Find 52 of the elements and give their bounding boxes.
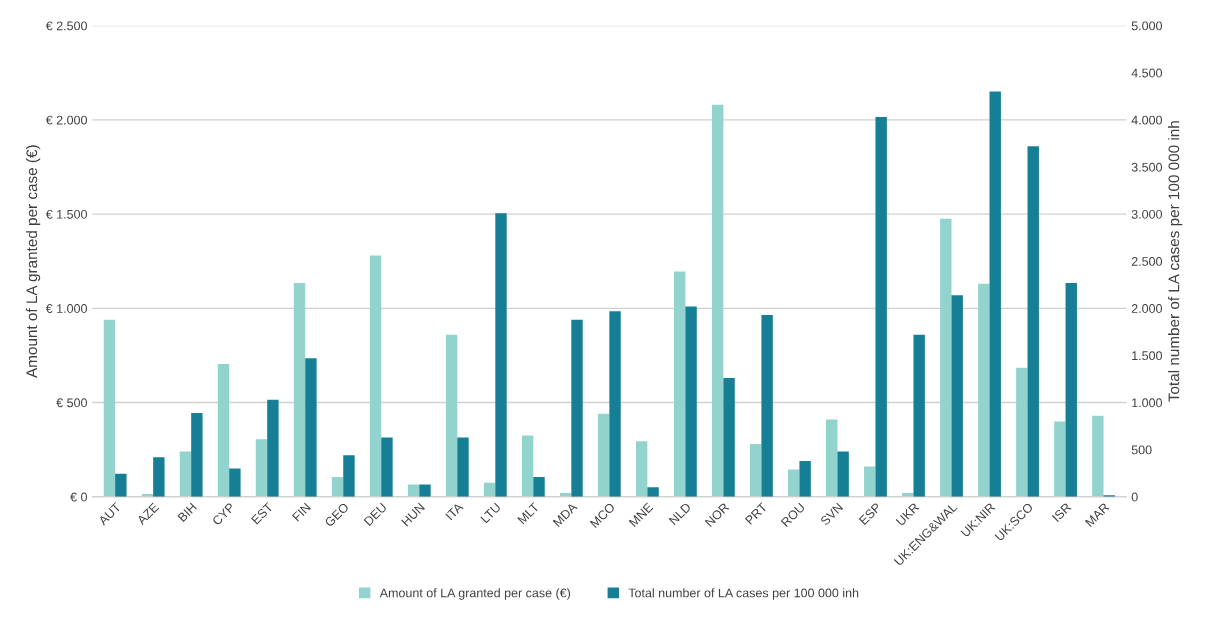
y-tick-label: € 1.000 bbox=[45, 304, 87, 313]
x-tick-label: LTU bbox=[480, 502, 502, 524]
bar bbox=[521, 435, 534, 497]
y-tick-label: € 1.500 bbox=[45, 209, 87, 219]
bar bbox=[217, 363, 230, 497]
y-tick-label: € 0 bbox=[70, 492, 87, 502]
bar bbox=[115, 473, 127, 497]
bar bbox=[723, 378, 735, 497]
x-tick-label: BIH bbox=[177, 502, 197, 523]
bar bbox=[103, 319, 116, 497]
legend-label: Amount of LA granted per case (€) bbox=[379, 588, 571, 600]
y-tick-label: € 2.000 bbox=[45, 115, 87, 125]
y2-tick-label: 4.000 bbox=[1131, 115, 1163, 125]
bar bbox=[875, 117, 887, 497]
y2-tick-label: 4.500 bbox=[1131, 68, 1163, 78]
bar bbox=[153, 457, 165, 497]
y2-tick-label: 3.000 bbox=[1131, 209, 1163, 219]
bar bbox=[381, 437, 393, 497]
x-tick-label: FIN bbox=[292, 502, 311, 522]
y2-tick-label: 5.000 bbox=[1131, 21, 1163, 31]
bar bbox=[635, 441, 648, 497]
y2-tick-label: 500 bbox=[1131, 445, 1152, 455]
bar bbox=[495, 213, 507, 497]
bar bbox=[711, 104, 724, 497]
bar bbox=[750, 444, 762, 497]
bar bbox=[445, 334, 458, 497]
bar bbox=[343, 455, 355, 497]
y2-tick-label: 1.500 bbox=[1132, 351, 1163, 361]
y2-tick-label: 0 bbox=[1131, 492, 1138, 502]
y-tick-label: € 500 bbox=[56, 398, 87, 408]
bar bbox=[647, 487, 659, 497]
y-tick-label: € 2.500 bbox=[45, 21, 87, 31]
bar bbox=[369, 255, 382, 497]
y2-axis-title: Total number of LA cases per 100 000 inh bbox=[1168, 121, 1183, 402]
y2-tick-label: 2.000 bbox=[1131, 304, 1163, 313]
bar bbox=[571, 319, 583, 497]
x-tick-label: NLD bbox=[668, 502, 692, 525]
bar bbox=[1027, 146, 1039, 497]
bar bbox=[1092, 415, 1104, 497]
x-tick-label: ITA bbox=[445, 501, 464, 521]
y-axis-title: Amount of LA granted per case (€) bbox=[25, 145, 41, 378]
legend-label: Total number of LA cases per 100 000 inh bbox=[628, 588, 859, 600]
bar bbox=[913, 334, 925, 497]
x-tick-label: ISR bbox=[1051, 502, 1072, 523]
y2-tick-label: 2.500 bbox=[1131, 257, 1163, 266]
y2-tick-label: 1.000 bbox=[1132, 398, 1163, 408]
bar bbox=[1065, 282, 1077, 497]
bar bbox=[864, 466, 876, 497]
bar bbox=[609, 311, 621, 497]
bar bbox=[761, 314, 773, 497]
bar bbox=[229, 468, 241, 497]
y2-tick-label: 3.500 bbox=[1131, 162, 1163, 172]
